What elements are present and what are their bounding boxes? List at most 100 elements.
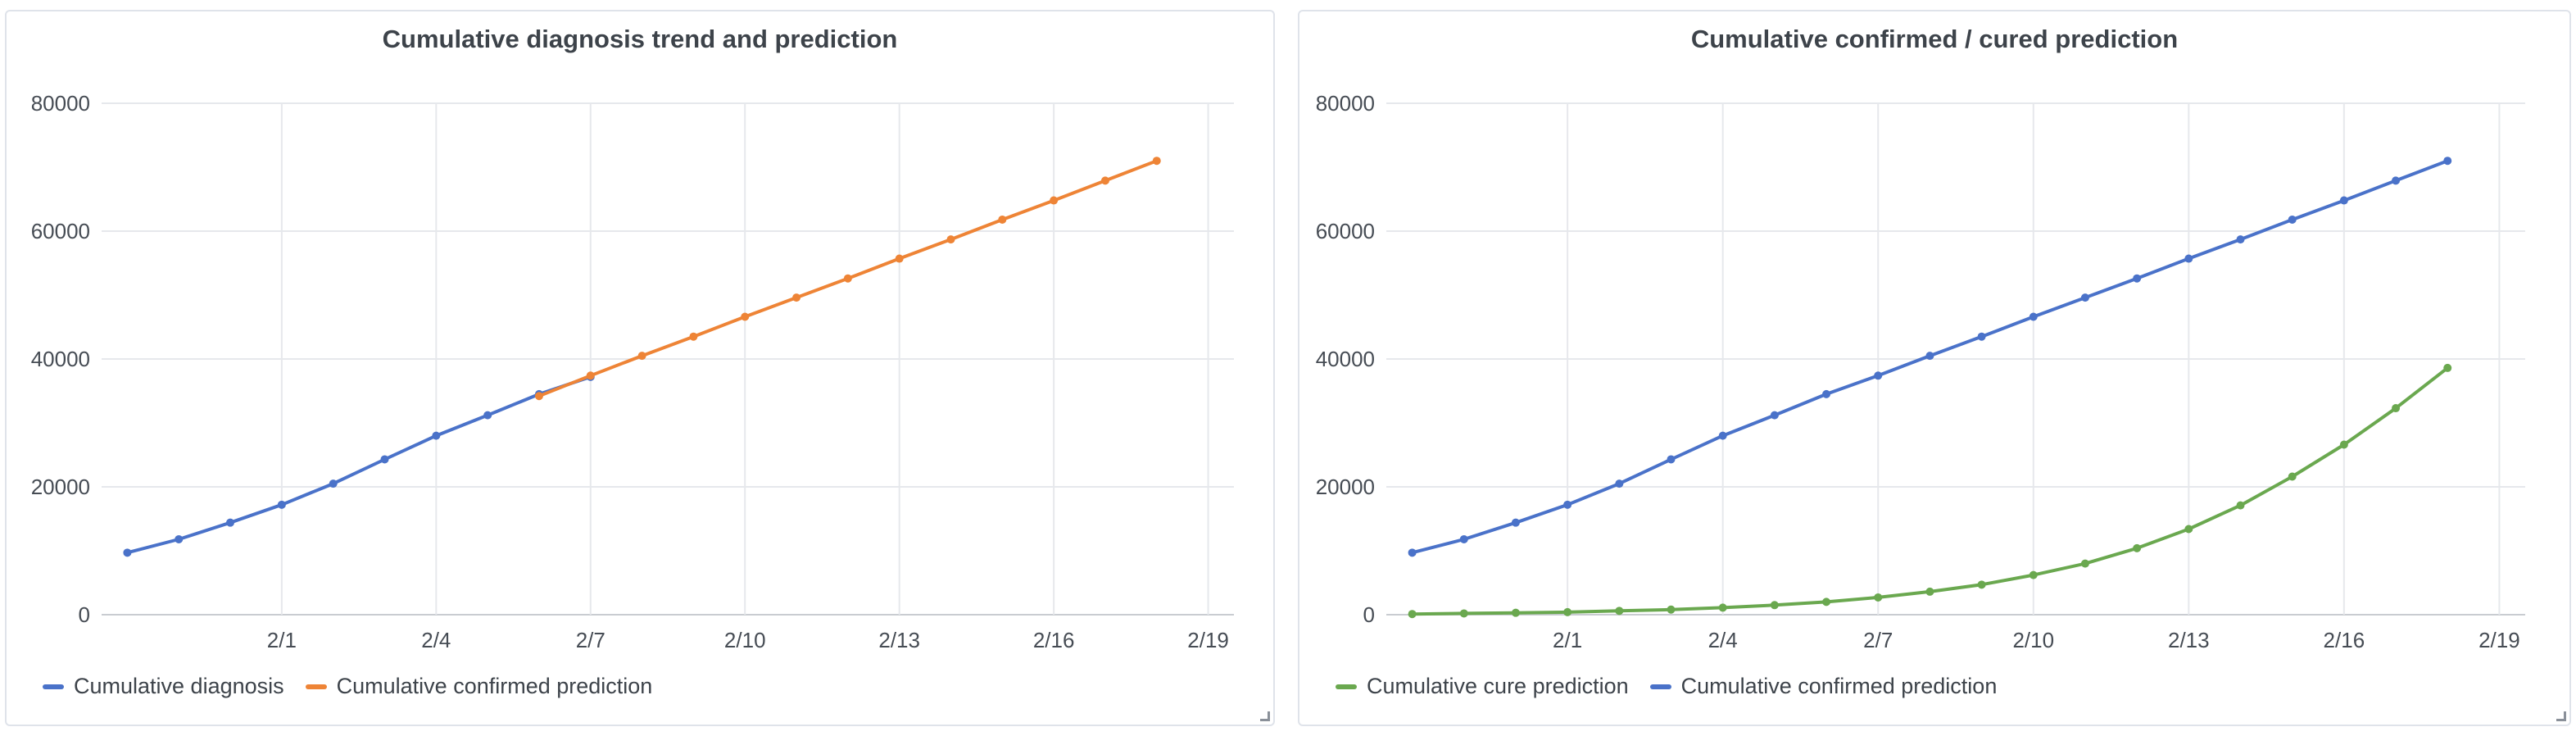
data-point [689, 332, 698, 341]
y-tick-label: 60000 [1316, 219, 1375, 243]
series-cumulative-confirmed-prediction [1408, 157, 2452, 557]
data-point [1615, 479, 1624, 488]
x-tick-label: 2/7 [1863, 628, 1893, 652]
data-point [1563, 607, 1572, 616]
y-tick-label: 60000 [31, 219, 90, 243]
data-point [637, 352, 646, 361]
data-point [2392, 404, 2401, 413]
legend-swatch [305, 684, 327, 689]
data-point [1152, 157, 1161, 166]
data-point [380, 455, 389, 464]
chart-title: Cumulative diagnosis trend and predictio… [382, 25, 898, 53]
x-tick-label: 2/7 [576, 628, 605, 652]
data-point [895, 254, 904, 263]
resize-handle-icon[interactable] [2555, 710, 2566, 721]
x-tick-label: 2/1 [1553, 628, 1582, 652]
data-point [2443, 363, 2452, 372]
data-point [2339, 440, 2348, 449]
data-point [1511, 518, 1520, 527]
data-point [1459, 609, 1468, 618]
data-point [1100, 176, 1109, 185]
data-point [792, 293, 801, 302]
y-tick-label: 20000 [31, 475, 90, 499]
y-tick-label: 0 [79, 602, 90, 627]
data-point [1511, 608, 1520, 617]
y-tick-label: 0 [1363, 602, 1375, 627]
x-tick-label: 2/13 [878, 628, 920, 652]
data-point [586, 371, 595, 380]
data-point [2339, 196, 2348, 205]
x-tick-label: 2/1 [267, 628, 297, 652]
data-point [1874, 371, 1883, 380]
y-tick-label: 40000 [31, 347, 90, 371]
data-point [1563, 500, 1572, 509]
data-point [2029, 312, 2038, 321]
data-point [2133, 274, 2142, 283]
legend-swatch [43, 684, 64, 689]
x-tick-label: 2/19 [1187, 628, 1229, 652]
legend-label: Cumulative confirmed prediction [1680, 674, 1998, 698]
data-point [226, 518, 235, 527]
legend-label: Cumulative confirmed prediction [336, 674, 653, 698]
data-point [1667, 455, 1676, 464]
legend-swatch [1649, 684, 1671, 689]
data-point [1718, 603, 1727, 612]
line-chart-diagnosis-trend: 0 20000 40000 60000 80000 2/1 2/4 2/7 2/10 2/13 2/… [31, 91, 1234, 652]
x-tick-label: 2/19 [2478, 628, 2520, 652]
y-tick-label: 80000 [31, 91, 90, 116]
data-point [483, 411, 492, 420]
data-point [2080, 293, 2089, 302]
data-point [2236, 501, 2245, 510]
x-tick-label: 2/10 [724, 628, 766, 652]
series-cumulative-confirmed-prediction [534, 157, 1161, 401]
data-point [432, 431, 441, 440]
series-line [126, 375, 592, 555]
x-tick-label: 2/10 [2012, 628, 2054, 652]
data-point [1925, 352, 1934, 361]
data-point [998, 215, 1007, 224]
data-point [2184, 525, 2193, 534]
y-tick-label: 40000 [1316, 347, 1375, 371]
data-point [1770, 601, 1779, 610]
data-point [1408, 548, 1417, 557]
data-point [2029, 570, 2038, 579]
legend-item-cumulative-diagnosis[interactable]: Cumulative diagnosis [43, 674, 284, 699]
x-tick-label: 2/4 [1708, 628, 1738, 652]
data-point [1770, 411, 1779, 420]
x-tick-label: 2/16 [2324, 628, 2365, 652]
legend-label: Cumulative cure prediction [1367, 674, 1629, 698]
data-point [329, 479, 338, 488]
legend-item-cumulative-cure-prediction[interactable]: Cumulative cure prediction [1336, 674, 1629, 699]
data-point [1718, 431, 1727, 440]
x-tick-label: 2/4 [421, 628, 451, 652]
data-point [2080, 559, 2089, 568]
resize-handle-icon[interactable] [1259, 710, 1270, 721]
y-tick-label: 80000 [1316, 91, 1375, 116]
data-point [123, 548, 132, 557]
data-point [946, 235, 955, 244]
data-point [1667, 605, 1676, 614]
legend-item-cumulative-confirmed-prediction[interactable]: Cumulative confirmed prediction [1649, 674, 1998, 699]
data-point [534, 392, 543, 401]
legend-item-cumulative-confirmed-prediction[interactable]: Cumulative confirmed prediction [305, 674, 653, 699]
x-tick-label: 2/16 [1033, 628, 1075, 652]
data-point [1408, 610, 1417, 619]
data-point [1822, 389, 1831, 398]
data-point [1874, 593, 1883, 602]
chart-title: Cumulative confirmed / cured prediction [1690, 25, 2179, 53]
data-point [843, 274, 852, 283]
data-point [2236, 235, 2245, 244]
data-point [277, 500, 286, 509]
data-point [2392, 176, 2401, 185]
data-point [1615, 607, 1624, 616]
legend-swatch [1336, 684, 1357, 689]
x-tick-label: 2/13 [2168, 628, 2210, 652]
data-point [1925, 587, 1934, 596]
chart-panel-right: Cumulative confirmed / cured prediction … [1298, 10, 2571, 726]
chart-panel-left: Cumulative diagnosis trend and predictio… [5, 10, 1275, 726]
line-chart-confirmed-cured: 0 20000 40000 60000 80000 2/1 2/4 2/7 2/10 2/13 2/… [1316, 91, 2525, 652]
series-cumulative-cure-prediction [1408, 363, 2452, 619]
data-point [2288, 472, 2297, 481]
data-point [2443, 157, 2452, 166]
chart-legend: Cumulative diagnosis Cumulative confirme… [43, 674, 673, 699]
